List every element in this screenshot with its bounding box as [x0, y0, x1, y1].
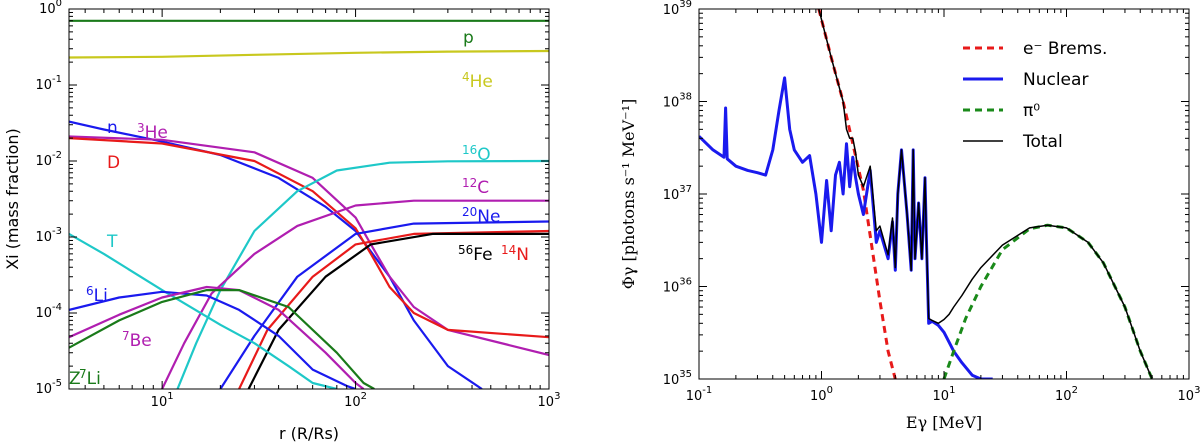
curve-label-d: D [107, 153, 120, 173]
left-plot-frame [68, 8, 550, 390]
y-tick-label: 1039 [663, 0, 692, 18]
series-line-12c [161, 199, 549, 389]
series-line-16o [176, 159, 549, 389]
curve-label-z: Z [69, 369, 81, 389]
curve-label-t: T [106, 232, 118, 252]
y-tick-label: 100 [39, 0, 62, 17]
series-line-4he [69, 49, 549, 59]
left-y-axis-label: Xi (mass fraction) [3, 128, 22, 270]
curve-label-7be: 7Be [122, 329, 152, 351]
curve-label-16o: 16O [462, 143, 491, 165]
x-tick-label: 10-1 [686, 385, 713, 404]
series-line-6li [69, 290, 356, 389]
series-line-total [818, 9, 1153, 379]
curve-label-14n: 14N [501, 243, 529, 265]
right-y-axis-label: Φγ [photons s⁻¹ MeV⁻¹] [619, 99, 638, 290]
x-tick-label: 100 [810, 385, 833, 404]
y-tick-label: 1038 [663, 92, 692, 111]
y-tick-label: 10-1 [35, 74, 62, 93]
y-tick-label: 10-5 [35, 378, 62, 397]
y-tick-label: 10-2 [35, 150, 62, 169]
x-tick-label: 101 [933, 385, 956, 404]
curve-label-12c: 12C [462, 176, 489, 198]
left-x-axis-label: r (R/Rs) [279, 424, 339, 443]
right-x-axis-label: Eγ [MeV] [906, 413, 982, 432]
legend-label-0: e⁻ Brems. [1023, 39, 1107, 59]
series-line-20ne [219, 220, 549, 389]
y-tick-label: 10-4 [35, 302, 62, 321]
curve-label-4he: 4He [462, 70, 493, 92]
series-line-t [69, 232, 338, 389]
right-legend: e⁻ Brems. Nuclear π⁰ Total [963, 39, 1107, 152]
legend-label-1: Nuclear [1023, 70, 1088, 90]
series-line-d [69, 137, 549, 339]
right-plot-frame [698, 8, 1190, 380]
series-line-7li [69, 289, 375, 389]
legend-label-3: Total [1022, 132, 1063, 152]
left-series-group [69, 19, 549, 389]
curve-label-56fe: 56Fe [458, 243, 493, 265]
curve-label-n: n [107, 118, 118, 138]
left-ticks: 101 102 103 100 10-1 10-2 10-3 10-4 10-5 [35, 0, 560, 410]
y-tick-label: 1035 [663, 369, 692, 388]
x-tick-label: 102 [1055, 385, 1078, 404]
curve-label-7li: 7Li [79, 367, 101, 389]
right-ticks: 10-1 100 101 102 103 1035 1036 1037 1038 1039 [663, 0, 1200, 404]
right-series-group [699, 9, 1154, 379]
right-panel: 10-1 100 101 102 103 1035 1036 1037 1038 1039 e⁻ … [619, 0, 1200, 432]
curve-label-p: p [463, 28, 474, 48]
y-tick-label: 1037 [663, 184, 692, 203]
series-line-3he [69, 135, 549, 357]
x-tick-label: 103 [538, 391, 561, 410]
series-line-pi0 [942, 223, 1154, 379]
x-tick-label: 101 [151, 391, 174, 410]
series-line-56fe [247, 232, 549, 389]
curve-label-6li: 6Li [86, 284, 108, 306]
curve-label-20ne: 20Ne [462, 205, 500, 227]
series-line-n [69, 120, 483, 389]
x-tick-label: 103 [1178, 385, 1200, 404]
y-tick-label: 1036 [663, 277, 692, 296]
x-tick-label: 102 [344, 391, 367, 410]
left-panel: 101 102 103 100 10-1 10-2 10-3 10-4 10-5 p 4He n 3H… [3, 0, 560, 443]
y-tick-label: 10-3 [35, 226, 62, 245]
series-line-nuclear [699, 76, 993, 379]
legend-label-2: π⁰ [1023, 101, 1040, 121]
curve-label-3he: 3He [137, 121, 168, 143]
